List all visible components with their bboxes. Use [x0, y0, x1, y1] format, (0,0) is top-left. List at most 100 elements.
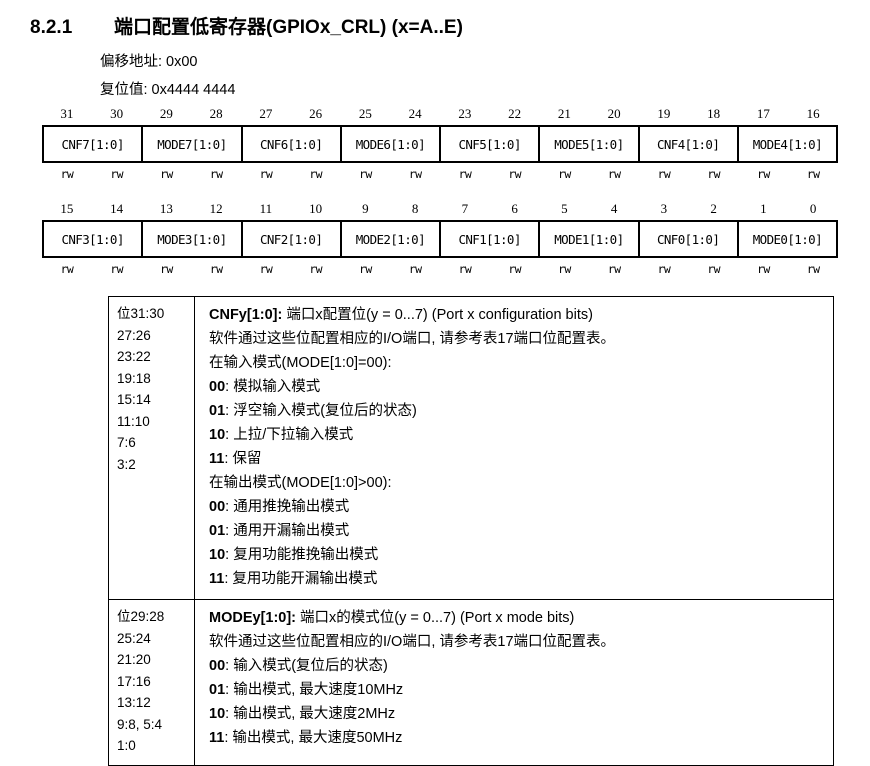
access-label: rw [458, 167, 472, 181]
bit-number: 22 [508, 106, 522, 121]
field-name-label: MODEy[1:0]: [209, 610, 297, 626]
bit-number: 4 [610, 201, 618, 216]
bit-number: 5 [561, 201, 568, 216]
access-label: rw [408, 262, 422, 276]
bit-field-cell: MODE3[1:0] [143, 222, 243, 256]
bit-field-cell: MODE4[1:0] [752, 136, 823, 152]
description-line: 软件通过这些位配置相应的I/O端口, 请参考表17端口位配置表。 [209, 634, 616, 650]
bit-range-line: 17:16 [117, 673, 151, 689]
section-number: 8.2.1 [30, 17, 73, 38]
bit-number: 6 [511, 201, 518, 216]
bit-range-line: 11:10 [117, 413, 150, 429]
bit-field-cell: MODE6[1:0] [342, 127, 441, 161]
bit-number: 17 [756, 106, 770, 121]
access-label: rw [806, 262, 820, 276]
bit-field-cell: CNF6[1:0] [243, 127, 342, 161]
bit-value-code: 11 [209, 730, 225, 746]
access-label: rw [60, 262, 74, 276]
bit-range-line: 15:14 [117, 392, 151, 407]
description-line: 在输入模式(MODE[1:0]=00): [209, 355, 392, 371]
bit-field-cell: CNF4[1:0] [640, 127, 739, 161]
bit-number: 0 [809, 201, 817, 216]
bit-description-table: 位31:30 27:26 23:22 19:18 15:14 11:10 7:6 3:2 CNF… [108, 296, 834, 766]
description-line: CNFy[1:0]: 端口x配置位(y = 0...7) (Port x con… [209, 307, 593, 323]
bit-value-code: 01 [209, 682, 226, 698]
section-title-text: 端口配置低寄存器(GPIOx_CRL) (x=A..E) [114, 17, 463, 38]
access-label: rw [657, 262, 671, 276]
bit-number: 1 [760, 201, 767, 216]
description-line: 11: 输出模式, 最大速度50MHz [209, 730, 403, 746]
access-label: rw [508, 167, 522, 181]
description-line: 00: 模拟输入模式 [209, 379, 321, 395]
access-label: rw [458, 262, 472, 276]
bit-field-row-high: CNF7[1:0] MODE7[1:0] CNF6[1:0] MODE6[1:0] CN… [42, 125, 838, 163]
bit-number: 3 [660, 201, 668, 216]
bit-number: 30 [110, 106, 124, 121]
bit-range-line: 位29:28 [117, 609, 165, 624]
bit-number: 7 [461, 201, 469, 216]
description-line: 01: 通用开漏输出模式 [209, 523, 350, 539]
description-line: 11: 保留 [209, 451, 262, 467]
bit-field-cell: MODE0[1:0] [752, 231, 823, 247]
bit-value-code: 10 [209, 706, 226, 722]
description-line: 01: 输出模式, 最大速度10MHz [209, 682, 404, 698]
bit-range-line: 3:2 [117, 456, 136, 472]
bit-value-code: 10 [209, 427, 226, 443]
bit-number: 27 [259, 106, 273, 121]
bit-field-cell: CNF2[1:0] [243, 222, 342, 256]
access-label: rw [60, 167, 74, 181]
bit-number: 12 [209, 201, 223, 216]
description-line: 10: 上拉/下拉输入模式 [209, 427, 354, 443]
access-label: rw [309, 167, 323, 181]
bit-value-code: 00 [209, 658, 226, 674]
bit-range-line: 7:6 [117, 435, 136, 450]
bit-range-line: 位31:30 [117, 306, 165, 321]
bit-description-cell: CNFy[1:0]: 端口x配置位(y = 0...7) (Port x con… [195, 297, 833, 599]
access-label: rw [607, 167, 621, 181]
bit-range-cell: 位31:30 27:26 23:22 19:18 15:14 11:10 7:6 3:2 [109, 297, 195, 599]
description-line: 01: 浮空输入模式(复位后的状态) [209, 403, 417, 419]
access-label: rw [607, 262, 621, 276]
bit-range-line: 25:24 [117, 630, 151, 646]
bit-range-line: 21:20 [117, 652, 151, 667]
access-label: rw [557, 167, 571, 181]
bit-number: 20 [607, 106, 621, 121]
bit-value-code: 00 [209, 499, 226, 515]
access-label: rw [707, 262, 721, 276]
bit-value-code: 01 [209, 523, 226, 539]
access-label: rw [309, 262, 323, 276]
access-label: rw [159, 167, 173, 181]
access-label: rw [259, 262, 273, 276]
offset-address-line: 偏移地址: 0x00 [100, 54, 198, 70]
bit-description-row: 位31:30 27:26 23:22 19:18 15:14 11:10 7:6 3:2 CNF… [109, 297, 833, 600]
bit-field-cell: MODE1[1:0] [540, 222, 640, 256]
bit-number-row-high: 31 30 29 28 27 26 25 24 23 22 21 20 19 18 17 16 [42, 106, 838, 122]
bit-field-cell: MODE7[1:0] [143, 127, 243, 161]
bit-number: 26 [309, 106, 323, 121]
bit-number: 29 [159, 106, 173, 121]
bit-value-code: 11 [209, 571, 225, 587]
bit-value-code: 00 [209, 379, 226, 395]
bit-number: 10 [309, 201, 323, 216]
access-label: rw [508, 262, 522, 276]
bit-range-cell: 位29:28 25:24 21:20 17:16 13:12 9:8, 5:4 1:0 [109, 600, 195, 765]
bit-number: 11 [259, 201, 273, 216]
bit-number: 18 [707, 106, 721, 121]
bit-range-line: 27:26 [117, 327, 151, 343]
access-label: rw [110, 262, 124, 276]
bit-field-cell: CNF3[1:0] [44, 222, 144, 256]
access-label: rw [209, 262, 223, 276]
bit-number: 24 [408, 106, 422, 121]
access-label: rw [209, 167, 223, 181]
bit-number: 28 [209, 106, 223, 121]
bit-value-code: 10 [209, 547, 226, 563]
bit-number: 31 [60, 106, 74, 121]
access-label: rw [358, 262, 372, 276]
reset-value-line: 复位值: 0x4444 4444 [100, 82, 236, 98]
bit-number: 16 [806, 106, 820, 121]
bit-number: 19 [657, 106, 671, 121]
description-line: 10: 输出模式, 最大速度2MHz [209, 706, 396, 722]
field-name-label: CNFy[1:0]: [209, 307, 283, 323]
bit-range-line: 13:12 [117, 695, 151, 710]
bit-field-cell: MODE5[1:0] [540, 127, 640, 161]
